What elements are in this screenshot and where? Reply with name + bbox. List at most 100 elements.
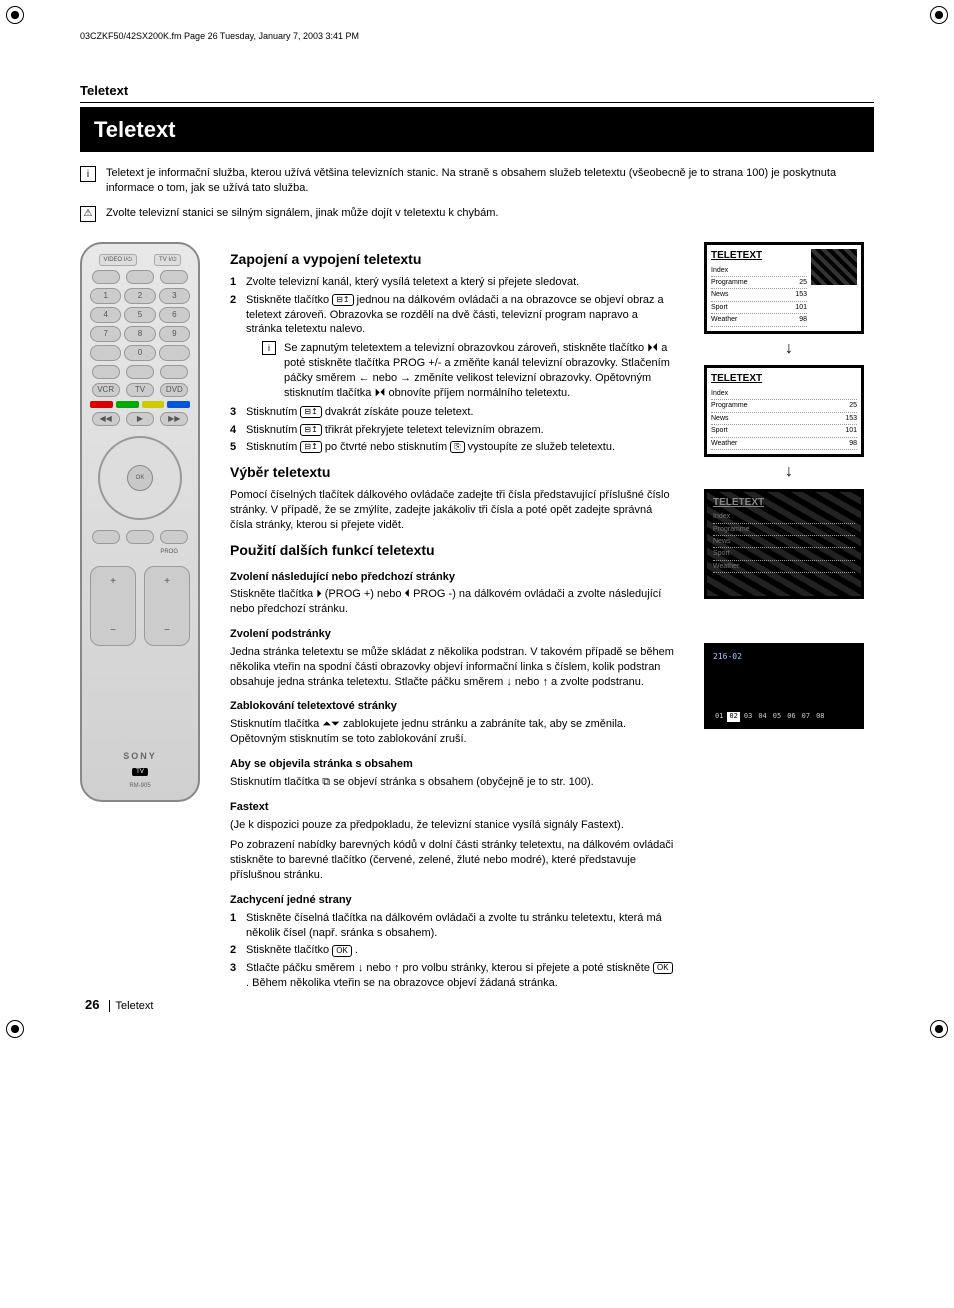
s3-sub2-heading: Zvolení podstránky [230,627,674,642]
teletext-button-icon: ⊟↥ [332,294,353,306]
content-block: Teletext Teletext i Teletext je informač… [50,82,904,994]
s3-sub6-step1: Stiskněte číselná tlačítka na dálkovém o… [230,911,674,941]
subpage-item: 01 [713,712,725,721]
tv-thumbnail [811,249,857,285]
page-title: Teletext [80,107,874,153]
s3-sub5-body2: Po zobrazení nabídky barevných kódů v do… [230,838,674,883]
page-number: 26 [85,997,99,1012]
screen3-list: Index Programme News Sport Weather [713,511,855,573]
remote-brand: SONY [123,750,157,762]
s1-step3: Stisknutím ⊟↥ dvakrát získáte pouze tele… [230,405,674,420]
numpad-0: 0 [124,345,155,361]
remote-tv-badge: TV [132,768,148,776]
teletext-button-icon: ⊟↥ [300,424,321,436]
remote-tv-power: TV I/⏻ [154,254,181,266]
numpad-7: 7 [90,326,121,342]
intro-info-row: i Teletext je informační služba, kterou … [80,166,874,196]
s1-step1: Zvolte televizní kanál, který vysílá tel… [230,275,674,290]
ok-button-icon: OK [332,945,352,957]
s3-sub2-body: Jedna stránka teletextu se může skládat … [230,645,674,690]
subpage-item: 04 [756,712,768,721]
numpad-3: 3 [159,288,190,304]
numpad-4: 4 [90,307,121,323]
teletext-screen-split: TELETEXT Index Programme25 News153 Sport… [704,242,864,334]
section-label: Teletext [80,82,874,103]
remote-ok-button: OK [127,465,153,491]
section1-heading: Zapojení a vypojení teletextu [230,250,674,269]
remote-illustration: VIDEO I/⏻ TV I/⏻ 1 2 3 4 5 6 7 8 9 0 [80,242,200,802]
teletext-screen-overlay: TELETEXT Index Programme News Sport Weat… [704,489,864,599]
s3-sub6-heading: Zachycení jedné strany [230,893,674,908]
remote-color-buttons [90,401,190,408]
arrow-down-icon: ↓ [704,338,874,360]
screen1-list: Index Programme25 News153 Sport101 Weath… [711,265,807,327]
s1-step2: Stiskněte tlačítko ⊟↥ jednou na dálkovém… [230,293,674,401]
registration-mark [6,6,24,24]
intro-info-text: Teletext je informační služba, kterou už… [106,166,874,196]
s3-sub4-heading: Aby se objevila stránka s obsahem [230,757,674,772]
remote-volume: +− [90,566,136,646]
s3-sub6-steps: Stiskněte číselná tlačítka na dálkovém o… [230,911,674,991]
s3-sub5-body1: (Je k dispozici pouze za předpokladu, že… [230,818,674,833]
intro-warn-row: ⚠ Zvolte televizní stanici se silným sig… [80,206,874,222]
section3-heading: Použití dalších funkcí teletextu [230,541,674,560]
registration-mark [930,6,948,24]
intro-warn-text: Zvolte televizní stanici se silným signá… [106,206,874,221]
subpage-screen: 216-02 0102030405060708 [704,643,864,729]
remote-dpad: OK [98,436,182,520]
subpage-item: 02 [727,712,739,721]
s3-sub6-step3: Stlačte páčku směrem ↓ nebo ↑ pro volbu … [230,961,674,991]
numpad-blank2 [159,345,190,361]
remote-video-power: VIDEO I/⏻ [99,254,137,266]
footer-label: Teletext [109,1000,154,1012]
info-icon: i [262,341,276,355]
subpage-code: 216-02 [713,652,855,663]
s3-sub4-body: Stisknutím tlačítka ⧉ se objeví stránka … [230,775,674,790]
s3-sub3-heading: Zablokování teletextové stránky [230,699,674,714]
page-footer: 26 Teletext [85,996,153,1014]
subpage-item: 07 [800,712,812,721]
screen1-title: TELETEXT [711,249,807,263]
teletext-button-icon: ⊟↥ [300,406,321,418]
subpage-item: 06 [785,712,797,721]
s1-step2-info: Se zapnutým teletextem a televizní obraz… [284,341,674,400]
subpage-item: 08 [814,712,826,721]
numpad-2: 2 [124,288,155,304]
ok-button-icon: OK [653,962,673,974]
teletext-screen-full: TELETEXT Index Programme25 News153 Sport… [704,365,864,457]
numpad-8: 8 [124,326,155,342]
s1-step5: Stisknutím ⊟↥ po čtvrté nebo stisknutím … [230,440,674,455]
screen2-list: Index Programme25 News153 Sport101 Weath… [711,388,857,450]
registration-mark [930,1020,948,1038]
remote-model: RM-905 [129,782,150,790]
s3-sub6-step2: Stiskněte tlačítko OK . [230,943,674,958]
remote-numpad: 1 2 3 4 5 6 7 8 9 0 [90,288,190,361]
arrow-down-icon: ↓ [704,461,874,483]
remote-prog-label: PROG [160,548,178,556]
section2-body: Pomocí číselných tlačítek dálkového ovlá… [230,488,674,533]
s1-step4: Stisknutím ⊟↥ třikrát překryjete teletex… [230,423,674,438]
warning-icon: ⚠ [80,206,96,222]
screen3-title: TELETEXT [713,496,855,510]
s3-sub1-heading: Zvolení následující nebo předchozí strán… [230,570,674,585]
exit-button-icon: ⎘ [450,441,464,453]
remote-prog: +− [144,566,190,646]
section2-heading: Výběr teletextu [230,463,674,482]
subpage-item: 05 [771,712,783,721]
section1-steps: Zvolte televizní kanál, který vysílá tel… [230,275,674,455]
screen2-title: TELETEXT [711,372,857,386]
teletext-button-icon: ⊟↥ [300,441,321,453]
s3-sub3-body: Stisknutím tlačítka ⏶⏷ zablokujete jednu… [230,717,674,747]
s3-sub1-body: Stiskněte tlačítka ⏵ (PROG +) nebo ⏴ PRO… [230,587,674,617]
numpad-blank1 [90,345,121,361]
info-icon: i [80,166,96,182]
page-meta-header: 03CZKF50/42SX200K.fm Page 26 Tuesday, Ja… [80,30,904,42]
subpage-item: 03 [742,712,754,721]
numpad-6: 6 [159,307,190,323]
numpad-9: 9 [159,326,190,342]
s3-sub5-heading: Fastext [230,800,674,815]
registration-mark [6,1020,24,1038]
numpad-5: 5 [124,307,155,323]
subpage-bar: 0102030405060708 [713,712,855,721]
numpad-1: 1 [90,288,121,304]
